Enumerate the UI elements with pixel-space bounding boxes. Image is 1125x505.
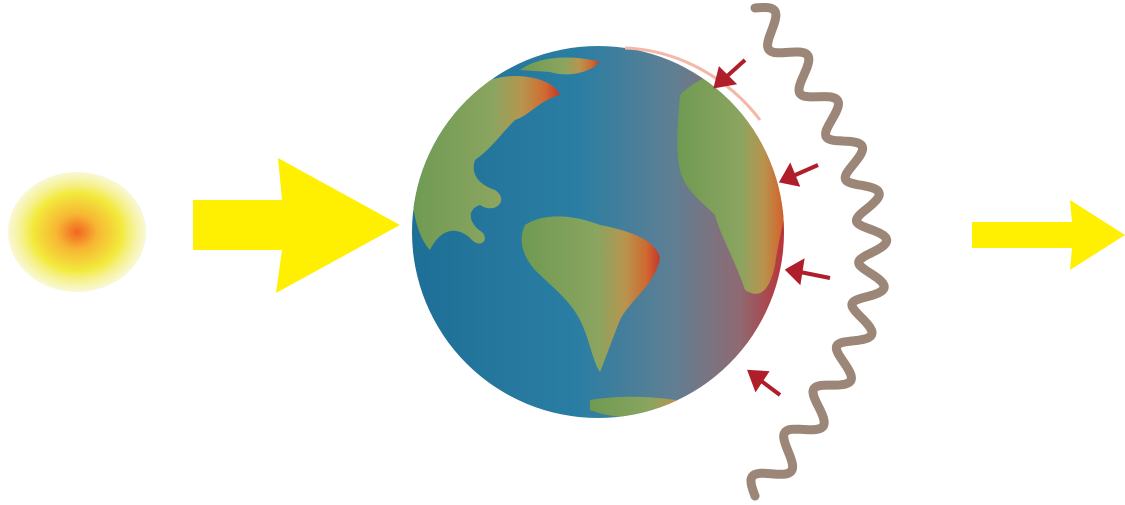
heat-arrow-head [713, 66, 738, 89]
heat-arrow [758, 378, 782, 397]
greenhouse-gas-wave [746, 3, 892, 501]
incoming-arrow [193, 158, 400, 293]
heat-arrow-head [747, 369, 770, 393]
atmosphere-edge [624, 46, 762, 121]
heat-arrow [723, 58, 747, 80]
antarctica [590, 396, 700, 418]
sun [8, 172, 146, 292]
heat-arrow [799, 270, 831, 280]
south-america [521, 216, 660, 372]
heat-arrow [792, 163, 819, 178]
greenland [520, 57, 600, 75]
heat-arrow-head [778, 162, 801, 187]
reflected-heat-arrows [713, 58, 831, 397]
earth [412, 46, 784, 418]
outgoing-arrow [972, 200, 1125, 270]
heat-arrow-head [784, 258, 805, 286]
